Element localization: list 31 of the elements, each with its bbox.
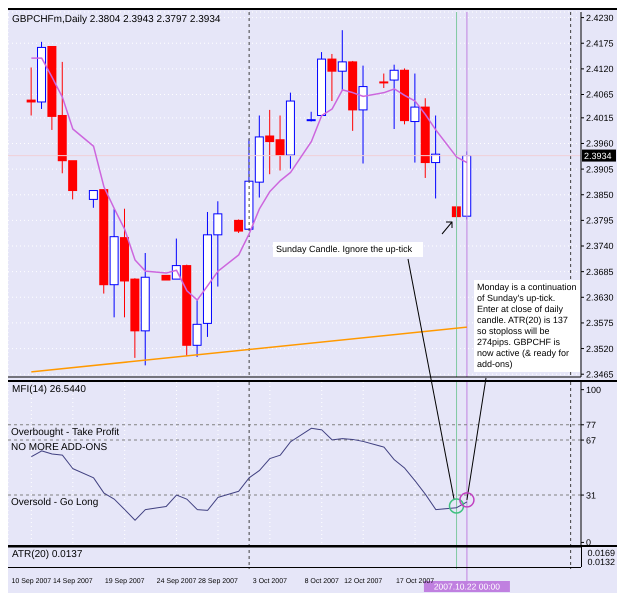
- ref-line-label: Overbought - Take Profit: [11, 426, 120, 438]
- y-tick-label: 2.3465: [586, 369, 614, 380]
- y-tick-label: 2.3685: [586, 266, 614, 277]
- y-tick-label: 2.4175: [586, 38, 614, 48]
- chart-title: MFI(14) 26.5440: [12, 384, 86, 395]
- y-tick-label: 2.4120: [586, 64, 614, 74]
- ref-line-label: NO MORE ADD-ONS: [11, 442, 108, 454]
- ref-line-label: Oversold - Go Long: [11, 497, 98, 508]
- chart-title: GBPCHFm,Daily 2.3804 2.3943 2.3797 2.3934: [12, 14, 220, 25]
- y-tick-label: 31: [586, 490, 596, 500]
- annotation: Monday is a continuation of Sunday's up-tick. Enter at close of daily candle. ATR(20) is 137 so stoploss will be 274pips. GBPCHF is now active (& ready for add-ons): [474, 280, 580, 372]
- text: ATR(20) 0.0137: [12, 549, 82, 560]
- text: 0.0132: [587, 557, 615, 567]
- y-tick-label: 100: [586, 384, 602, 395]
- y-tick-label: 2.3575: [586, 318, 614, 328]
- y-tick-label: 2.4065: [586, 90, 614, 100]
- y-tick-label: 2.3740: [586, 241, 614, 252]
- y-tick-label: 2.4230: [586, 12, 614, 23]
- ref-line-label: 2007.10.22 00:00: [434, 582, 500, 592]
- y-tick-label: 2.3850: [586, 190, 614, 200]
- annotation: Sunday Candle. Ignore the up-tick: [273, 242, 423, 257]
- y-tick-label: 2.3960: [586, 138, 614, 149]
- y-tick-label: 2.3520: [586, 344, 614, 354]
- y-tick-label: 2.3630: [586, 292, 614, 302]
- y-tick-label: 2.3795: [586, 216, 614, 226]
- y-tick-label: 2.4015: [586, 113, 614, 124]
- text: 0.0169: [587, 548, 615, 558]
- y-tick-label: 67: [586, 435, 596, 446]
- ref-line-label: 2.3934: [584, 151, 612, 162]
- y-tick-label: 77: [586, 420, 596, 430]
- y-tick-label: 2.3905: [586, 164, 614, 174]
